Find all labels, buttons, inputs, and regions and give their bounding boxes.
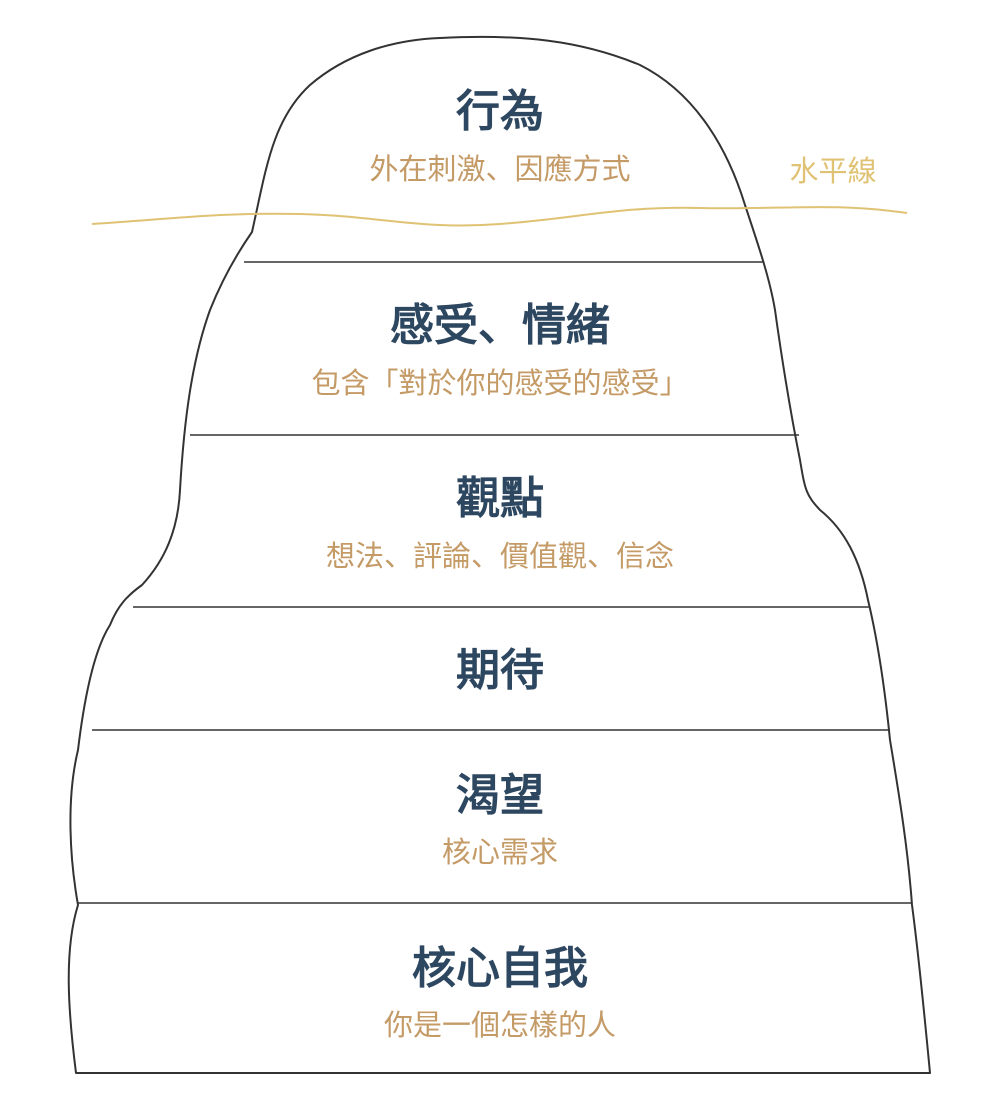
waterline-label: 水平線 (789, 154, 876, 188)
layer-title-perceptions: 觀點 (456, 473, 544, 524)
layer-subtitle-perceptions: 想法、評論、價值觀、信念 (326, 539, 674, 573)
layer-subtitle-behavior: 外在刺激、因應方式 (369, 152, 630, 186)
layer-title-expectations: 期待 (456, 645, 544, 696)
layer-title-behavior: 行為 (456, 86, 544, 137)
waterline (91, 206, 908, 227)
iceberg-outline (67, 35, 931, 1074)
layer-subtitle-self: 你是一個怎樣的人 (384, 1008, 616, 1042)
layer-title-yearnings: 渴望 (456, 770, 544, 821)
layer-title-feelings: 感受、情緒 (390, 300, 610, 351)
layer-title-self: 核心自我 (412, 943, 588, 994)
layer-subtitle-feelings: 包含「對於你的感受的感受」 (311, 366, 688, 400)
layer-subtitle-yearnings: 核心需求 (442, 835, 558, 869)
